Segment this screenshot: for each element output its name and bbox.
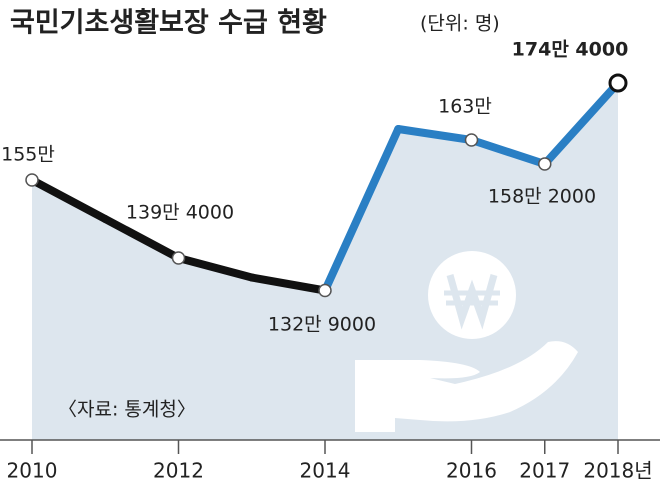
area (32, 83, 618, 440)
line-segment (28, 176, 110, 223)
source: 〈자료: 통계청〉 (58, 399, 196, 421)
line-segment (467, 136, 549, 168)
area-layer (32, 83, 618, 440)
won-bars (444, 290, 500, 306)
hand (355, 341, 578, 432)
value-label: 132만 9000 (268, 314, 376, 336)
chart-subtitle: (단위: 명) (420, 13, 500, 35)
x-tick-label: 2017 (519, 459, 570, 483)
line-segment (540, 79, 622, 168)
value-label: 163만 (438, 96, 492, 118)
data-point (171, 251, 186, 265)
line-segment (394, 125, 476, 144)
line-segment (174, 254, 256, 282)
x-tick-label: 2010 (7, 459, 58, 483)
data-point (464, 133, 479, 147)
value-label: 155만 (1, 144, 55, 166)
chart-title: 국민기초생활보장 수급 현황 (10, 8, 327, 39)
x-tick-label: 2014 (300, 459, 351, 483)
data-point (538, 157, 552, 171)
line-segment (321, 125, 403, 295)
line-segment (247, 273, 329, 295)
value-label: 174만 4000 (512, 39, 629, 61)
value-label: 139만 4000 (126, 202, 234, 224)
value-label: 158만 2000 (488, 186, 596, 208)
data-point (608, 73, 628, 93)
line-segment (101, 215, 183, 262)
data-point (25, 173, 39, 187)
x-tick-label: 2018년 (583, 459, 652, 483)
money-icon (355, 251, 578, 432)
x-tick-label: 2016 (446, 459, 497, 483)
data-point (318, 283, 332, 298)
x-tick-label: 2012 (153, 459, 204, 483)
